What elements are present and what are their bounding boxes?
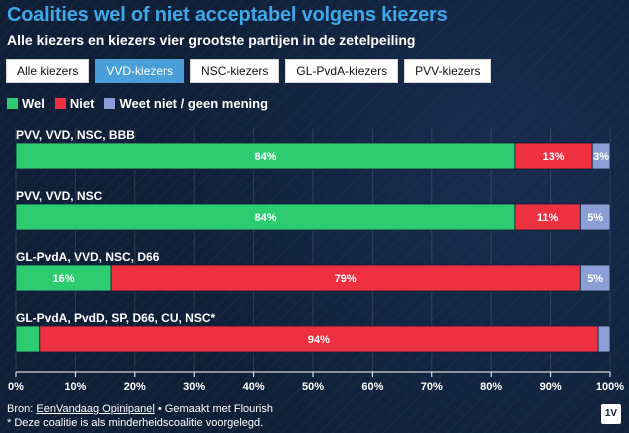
source-suffix: • Gemaakt met Flourish xyxy=(154,403,273,415)
source-link[interactable]: EenVandaag Opinipanel xyxy=(36,403,155,415)
tab-gl-pvda-kiezers[interactable]: GL-PvdA-kiezers xyxy=(285,59,399,83)
x-tick-label: 100% xyxy=(596,381,624,393)
voter-group-tabs: Alle kiezers VVD-kiezers NSC-kiezers GL-… xyxy=(6,59,497,83)
data-label: 5% xyxy=(587,273,603,285)
tab-pvv-kiezers[interactable]: PVV-kiezers xyxy=(404,59,492,83)
bar-segment xyxy=(514,142,593,170)
bar-segment xyxy=(15,325,41,353)
legend-label-wel: Wel xyxy=(22,96,45,111)
bar-segment xyxy=(514,203,581,231)
x-tick-label: 10% xyxy=(64,381,86,393)
x-tick-label: 50% xyxy=(302,381,324,393)
legend-label-weet-niet: Weet niet / geen mening xyxy=(119,96,269,111)
x-tick-label: 30% xyxy=(183,381,205,393)
category-label: PVV, VVD, NSC xyxy=(16,189,103,203)
data-label: 94% xyxy=(308,334,330,346)
x-tick-label: 20% xyxy=(124,381,146,393)
x-tick-label: 80% xyxy=(480,381,502,393)
data-label: 11% xyxy=(537,212,559,224)
x-tick-label: 90% xyxy=(540,381,562,393)
footnote: * Deze coalitie is als minderheidscoalit… xyxy=(7,417,264,429)
bar-segment xyxy=(15,142,516,170)
data-label: 16% xyxy=(53,273,75,285)
category-label: PVV, VVD, NSC, BBB xyxy=(16,128,135,142)
bar-segment xyxy=(597,325,611,353)
bar-segment xyxy=(579,264,611,292)
legend-item-weet-niet[interactable]: Weet niet / geen mening xyxy=(104,96,268,111)
data-label: 3% xyxy=(593,151,609,163)
tab-alle-kiezers[interactable]: Alle kiezers xyxy=(6,59,90,83)
legend-label-niet: Niet xyxy=(69,96,95,111)
data-label: 5% xyxy=(587,212,603,224)
eenvandaag-logo: 1V xyxy=(601,404,621,424)
bar-segment xyxy=(591,142,611,170)
data-label: 84% xyxy=(254,212,276,224)
legend-swatch-niet xyxy=(54,98,66,109)
chart-title: Coalities wel of niet acceptabel volgens… xyxy=(7,4,448,26)
x-tick-label: 60% xyxy=(361,381,383,393)
bar-segment xyxy=(15,203,516,231)
source-prefix: Bron: xyxy=(7,403,37,415)
legend-item-niet[interactable]: Niet xyxy=(54,96,95,111)
legend-swatch-wel xyxy=(7,98,18,109)
bar-segment xyxy=(39,325,599,353)
x-tick-label: 70% xyxy=(421,381,443,393)
data-label: 79% xyxy=(335,273,357,285)
legend: Wel Niet Weet niet / geen mening xyxy=(7,96,278,111)
x-tick-label: 0% xyxy=(8,381,24,393)
footer: Bron: EenVandaag Opinipanel • Gemaakt me… xyxy=(7,402,273,430)
tab-vvd-kiezers[interactable]: VVD-kiezers xyxy=(95,59,185,83)
chart-subtitle: Alle kiezers en kiezers vier grootste pa… xyxy=(7,32,416,48)
bar-segment xyxy=(579,203,611,231)
data-label: 13% xyxy=(543,151,565,163)
data-label: 84% xyxy=(254,151,276,163)
legend-swatch-weet-niet xyxy=(104,98,116,109)
bar-segment xyxy=(110,264,581,292)
tab-nsc-kiezers[interactable]: NSC-kiezers xyxy=(190,59,280,83)
category-label: GL-PvdA, PvdD, SP, D66, CU, NSC* xyxy=(16,311,215,325)
x-tick-label: 40% xyxy=(243,381,265,393)
legend-item-wel[interactable]: Wel xyxy=(7,96,45,111)
category-label: GL-PvdA, VVD, NSC, D66 xyxy=(16,250,160,264)
